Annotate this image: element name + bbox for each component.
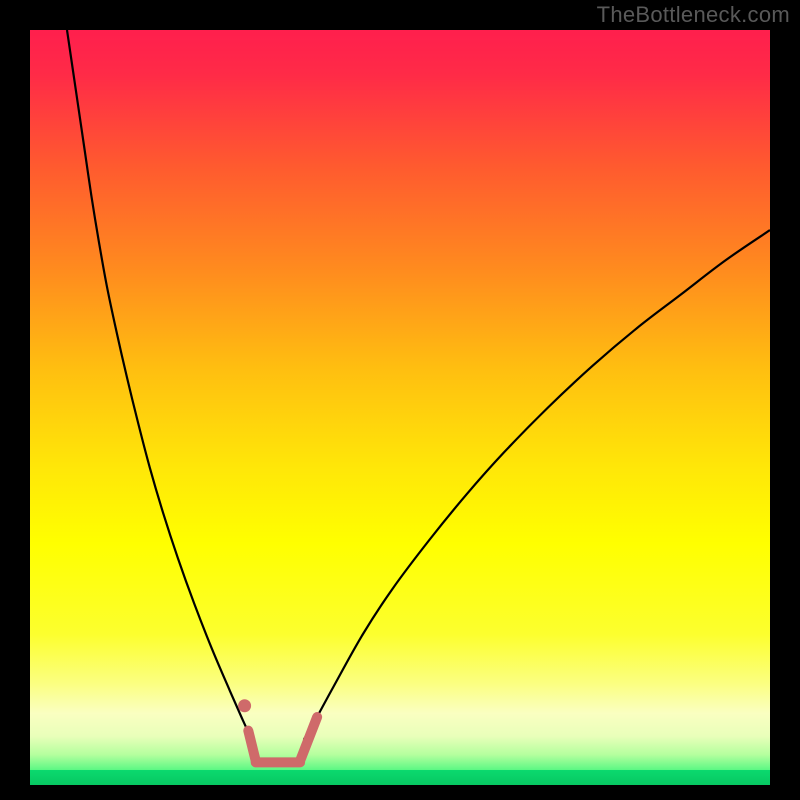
watermark-text: TheBottleneck.com [597, 2, 790, 28]
plot-area [30, 30, 770, 785]
plot-gradient-background [30, 30, 770, 785]
chart-stage: TheBottleneck.com [0, 0, 800, 800]
